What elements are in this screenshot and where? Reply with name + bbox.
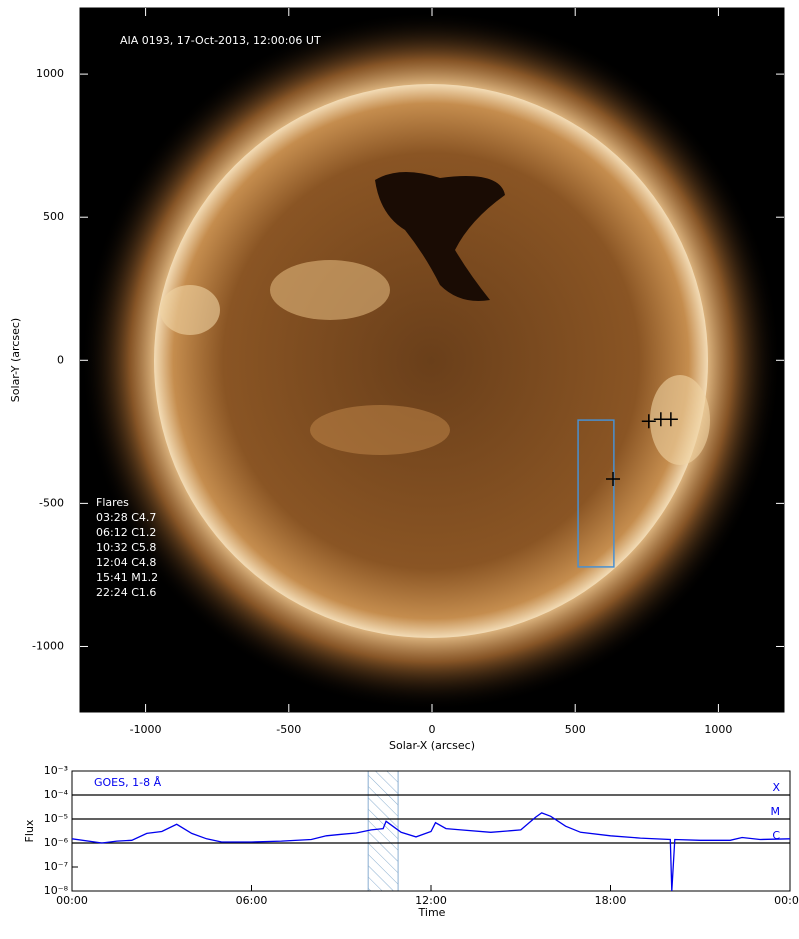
y-tick-label: 1000 xyxy=(36,67,64,80)
coronal-hole xyxy=(375,171,505,301)
active-region xyxy=(270,260,390,320)
x-tick-label: 00:00 xyxy=(56,894,88,907)
x-axis-label: Solar-X (arcsec) xyxy=(389,739,475,752)
legend-label: GOES, 1-8 Å xyxy=(94,776,162,789)
region-box xyxy=(577,419,615,568)
x-tick-label: 0 xyxy=(429,723,436,736)
image-annotation: AIA 0193, 17-Oct-2013, 12:00:06 UT xyxy=(120,34,321,47)
y-tick-label: 500 xyxy=(43,210,64,223)
class-level-label: X xyxy=(772,781,780,794)
y-axis-label: Flux xyxy=(23,819,36,842)
x-tick-label: 12:00 xyxy=(415,894,447,907)
x-tick-label: 06:00 xyxy=(236,894,268,907)
class-level-label: M xyxy=(771,805,781,818)
active-region xyxy=(650,375,710,465)
flare-title: Flares xyxy=(96,496,129,509)
y-tick-label: -500 xyxy=(39,496,64,509)
y-tick-label: 10⁻³ xyxy=(44,764,68,777)
flare-entry: 06:12 C1.2 xyxy=(96,526,156,539)
x-axis-label: Time xyxy=(418,906,446,919)
y-tick-label: 10⁻⁸ xyxy=(44,884,69,897)
x-tick-label: 18:00 xyxy=(595,894,627,907)
y-tick-label: 10⁻⁶ xyxy=(44,836,69,849)
active-region xyxy=(160,285,220,335)
flare-entry: 12:04 C4.8 xyxy=(96,556,156,569)
flare-entry: 15:41 M1.2 xyxy=(96,571,158,584)
flare-marker xyxy=(663,412,678,427)
solar-disc xyxy=(154,84,708,638)
y-axis-label: Solar-Y (arcsec) xyxy=(9,318,22,402)
x-tick-label: -500 xyxy=(276,723,301,736)
active-region xyxy=(310,405,450,455)
flare-marker xyxy=(641,414,656,429)
y-tick-label: 0 xyxy=(57,353,64,366)
flare-entry: 22:24 C1.6 xyxy=(96,586,156,599)
x-tick-label: 1000 xyxy=(704,723,732,736)
flare-entry: 10:32 C5.8 xyxy=(96,541,156,554)
y-tick-label: 10⁻⁷ xyxy=(44,860,68,873)
flare-entry: 03:28 C4.7 xyxy=(96,511,156,524)
y-tick-label: -1000 xyxy=(32,639,64,652)
x-tick-label: 00:00 xyxy=(774,894,799,907)
flare-marker xyxy=(606,472,621,487)
sun-image xyxy=(81,11,781,711)
flux-line xyxy=(72,812,790,891)
x-tick-label: -1000 xyxy=(130,723,162,736)
plot-area xyxy=(72,812,790,891)
y-tick-label: 10⁻⁵ xyxy=(44,812,68,825)
class-level-label: C xyxy=(772,829,780,842)
time-span xyxy=(367,770,399,892)
y-tick-label: 10⁻⁴ xyxy=(44,788,69,801)
x-tick-label: 500 xyxy=(565,723,586,736)
